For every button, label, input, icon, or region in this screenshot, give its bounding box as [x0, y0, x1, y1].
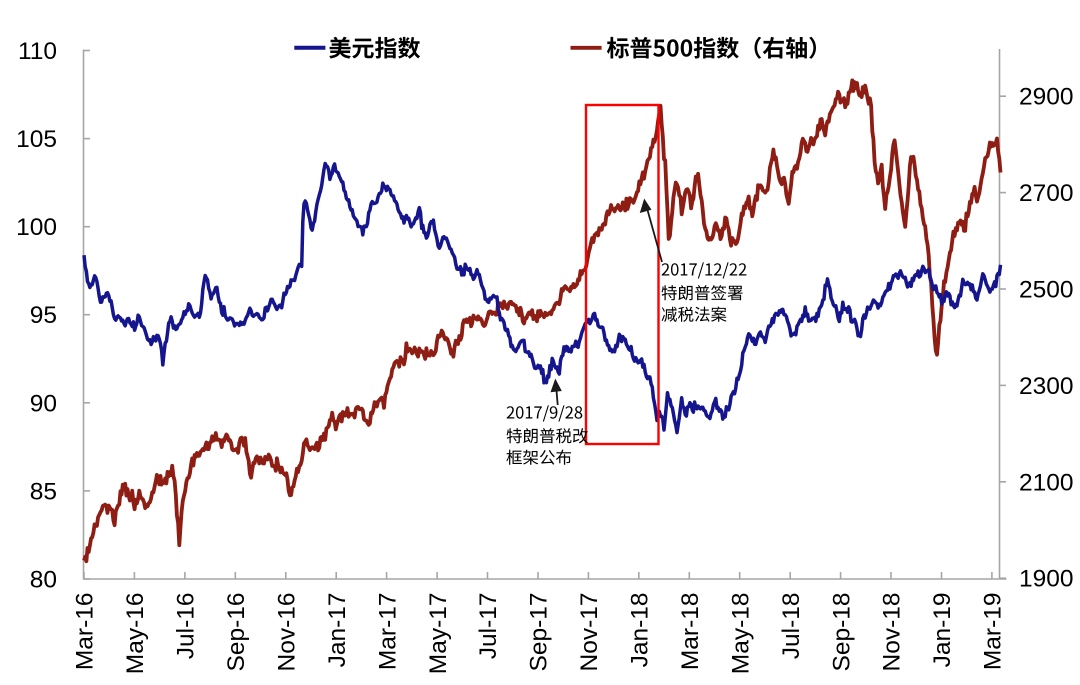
svg-text:90: 90 — [30, 390, 57, 417]
svg-text:Mar-17: Mar-17 — [374, 593, 401, 671]
svg-text:Sep-16: Sep-16 — [223, 593, 250, 672]
svg-text:Nov-17: Nov-17 — [576, 593, 603, 672]
svg-text:Jan-19: Jan-19 — [929, 593, 956, 668]
svg-text:100: 100 — [16, 214, 57, 241]
svg-text:Jul-18: Jul-18 — [778, 593, 805, 660]
svg-text:2500: 2500 — [1019, 277, 1074, 304]
svg-text:2900: 2900 — [1019, 84, 1074, 111]
svg-text:Mar-19: Mar-19 — [980, 593, 1007, 671]
svg-text:Nov-18: Nov-18 — [879, 593, 906, 672]
svg-text:105: 105 — [16, 126, 57, 153]
svg-text:2700: 2700 — [1019, 180, 1074, 207]
svg-text:Mar-16: Mar-16 — [72, 593, 99, 671]
svg-text:85: 85 — [30, 478, 57, 505]
svg-text:May-17: May-17 — [425, 593, 452, 675]
svg-text:May-16: May-16 — [122, 593, 149, 675]
svg-text:May-18: May-18 — [727, 593, 754, 675]
svg-text:110: 110 — [18, 38, 57, 65]
svg-text:2300: 2300 — [1019, 373, 1074, 400]
svg-text:Sep-18: Sep-18 — [828, 593, 855, 672]
svg-text:2100: 2100 — [1019, 469, 1074, 496]
svg-text:Sep-17: Sep-17 — [526, 593, 553, 672]
svg-text:1900: 1900 — [1019, 566, 1074, 593]
svg-text:95: 95 — [30, 302, 57, 329]
svg-text:Jan-18: Jan-18 — [627, 593, 654, 668]
svg-text:Nov-16: Nov-16 — [274, 593, 301, 672]
svg-text:Jan-17: Jan-17 — [324, 593, 351, 668]
svg-text:80: 80 — [30, 567, 57, 594]
svg-text:Jul-16: Jul-16 — [173, 593, 200, 660]
svg-text:Jul-17: Jul-17 — [475, 593, 502, 660]
svg-text:Mar-18: Mar-18 — [677, 593, 704, 671]
